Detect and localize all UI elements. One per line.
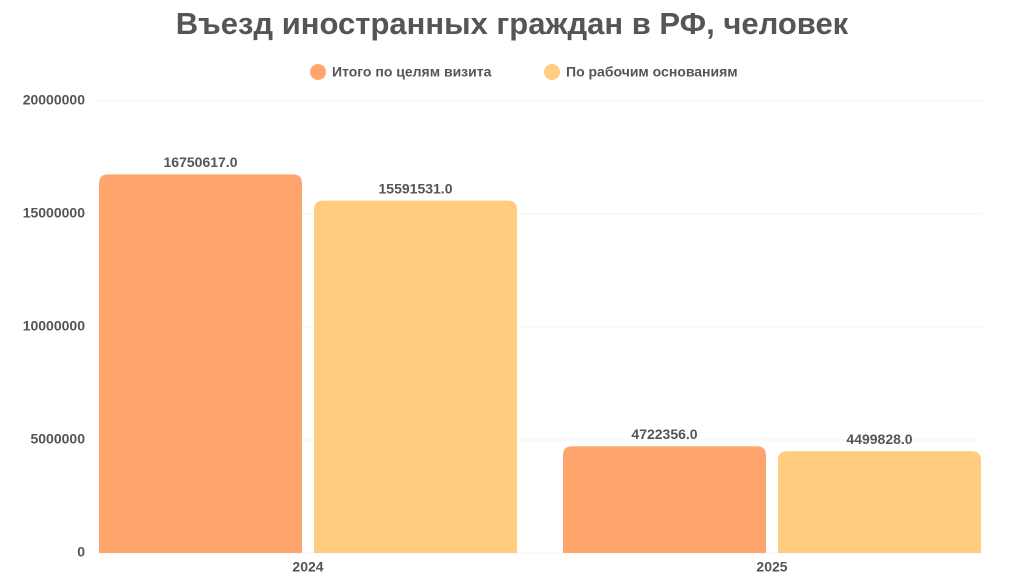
chart-title: Въезд иностранных граждан в РФ, человек — [176, 6, 849, 41]
value-label: 15591531.0 — [379, 180, 453, 196]
x-tick-label: 2024 — [292, 559, 323, 575]
y-tick-label: 10000000 — [23, 318, 86, 334]
legend-marker — [544, 64, 560, 80]
x-tick-label: 2025 — [756, 559, 787, 575]
value-label: 16750617.0 — [164, 154, 238, 170]
bar — [563, 446, 766, 553]
bar — [99, 174, 302, 554]
value-label: 4499828.0 — [846, 431, 912, 447]
legend-marker — [310, 64, 326, 80]
y-tick-label: 5000000 — [30, 431, 85, 447]
bar — [778, 451, 981, 553]
y-tick-label: 15000000 — [23, 205, 86, 221]
y-tick-label: 0 — [77, 544, 85, 560]
legend-label: Итого по целям визита — [332, 64, 492, 80]
legend-label: По рабочим основаниям — [566, 64, 738, 80]
value-label: 4722356.0 — [631, 426, 697, 442]
y-tick-label: 20000000 — [23, 92, 86, 108]
bar — [314, 200, 517, 553]
